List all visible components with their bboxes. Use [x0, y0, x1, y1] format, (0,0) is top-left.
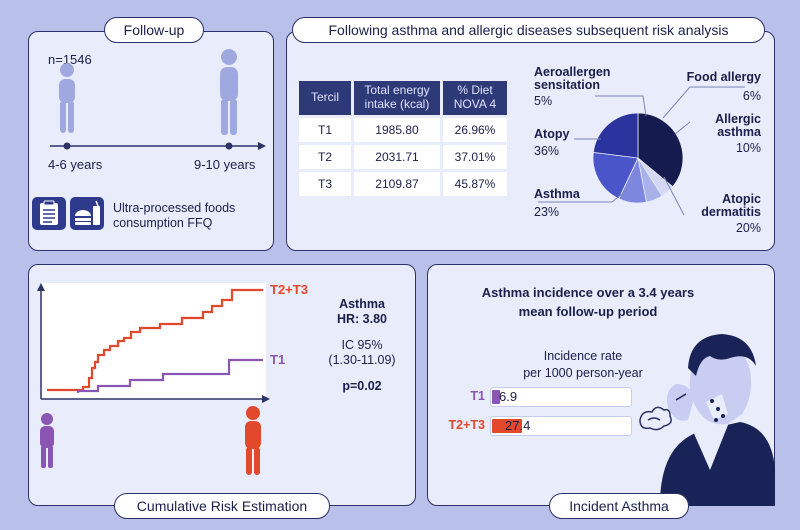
- child-tall-icon: [220, 49, 238, 135]
- ffq-line-1: Ultra-processed foods: [113, 201, 236, 215]
- table-header: Tercil: [299, 81, 351, 115]
- age-start-label: 4-6 years: [48, 157, 103, 172]
- pie-label-atopic-dermatitis: Atopic dermatitis 20%: [686, 193, 761, 235]
- table-cell: T3: [299, 172, 351, 196]
- step-line-t1: [76, 358, 263, 393]
- pie-label-name: sensitation: [534, 78, 600, 92]
- cough-cloud-icon: [639, 406, 672, 431]
- followup-title: Follow-up: [104, 17, 204, 43]
- pie-slice-atopic-dermatitis: [592, 151, 639, 200]
- cumulative-risk-title: Cumulative Risk Estimation: [114, 493, 330, 519]
- table-header: % Diet NOVA 4: [443, 81, 507, 115]
- pie-label-aeroallergen: Aeroallergen sensitation 5%: [534, 66, 610, 108]
- questionnaire-icon: [32, 197, 66, 230]
- risk-analysis-title: Following asthma and allergic diseases s…: [292, 17, 765, 43]
- rate-label-line-2: per 1000 person-year: [523, 366, 643, 380]
- ffq-label: Ultra-processed foods consumption FFQ: [113, 201, 235, 231]
- child-small-icon: [59, 63, 75, 133]
- pie-label-allergic-asthma: Allergic asthma 10%: [693, 113, 761, 155]
- coughing-person-icon: [660, 334, 775, 506]
- timeline-arrow: [50, 142, 266, 150]
- pie-label-name: Atopic: [722, 192, 761, 206]
- step-line-t2t3: [47, 288, 263, 392]
- table-cell: 1985.80: [354, 118, 440, 142]
- table-header-row: Tercil Total energy intake (kcal) % Diet…: [299, 81, 507, 115]
- pie-label-name: dermatitis: [701, 205, 761, 219]
- age-end-label: 9-10 years: [194, 157, 256, 172]
- ffq-line-2: consumption FFQ: [113, 216, 213, 230]
- hazard-ratio: HR: 3.80: [336, 312, 388, 326]
- pie-label-food-allergy: Food allergy 6%: [679, 70, 761, 103]
- table-cell: 2031.71: [354, 145, 440, 169]
- table-cell: 2109.87: [354, 172, 440, 196]
- bar-fill-t2t3: [492, 419, 523, 433]
- ci-label: IC 95%: [341, 338, 383, 352]
- bar-label-t1: T1: [470, 389, 485, 403]
- child-orange-icon: [245, 406, 261, 475]
- bar-fill-t1: [492, 390, 500, 404]
- table-row: T1 1985.80 26.96%: [299, 118, 507, 142]
- child-purple-icon: [40, 413, 54, 468]
- series-label-t1: T1: [270, 352, 286, 367]
- table-cell: T2: [299, 145, 351, 169]
- hazard-ratio-block: Asthma HR: 3.80 IC 95% (1.30-11.09) p=0.…: [326, 297, 398, 394]
- pie-leader-lines: [538, 86, 745, 216]
- pie-label-percent: 6%: [742, 89, 761, 103]
- pie-label-percent: 5%: [534, 94, 553, 108]
- table-row: T3 2109.87 45.87%: [299, 172, 507, 196]
- bar-label-t2t3: T2+T3: [448, 418, 485, 432]
- tercile-table: Tercil Total energy intake (kcal) % Diet…: [296, 78, 510, 199]
- pie-label-percent: 23%: [534, 205, 560, 219]
- incidence-heading-line-2: mean follow-up period: [518, 304, 658, 319]
- incidence-heading-line-1: Asthma incidence over a 3.4 years: [481, 285, 695, 300]
- table-header: Total energy intake (kcal): [354, 81, 440, 115]
- table-row: T2 2031.71 37.01%: [299, 145, 507, 169]
- incident-asthma-title: Incident Asthma: [549, 493, 689, 519]
- pie-label-atopy: Atopy 36%: [534, 127, 569, 158]
- incidence-heading: Asthma incidence over a 3.4 years mean f…: [443, 283, 733, 321]
- table-cell: 26.96%: [443, 118, 507, 142]
- pie-label-percent: 36%: [534, 144, 560, 158]
- outcome-label: Asthma: [339, 297, 385, 311]
- pie-slice-asthma: [592, 112, 639, 159]
- bar-track-t2t3: 27.4: [490, 416, 632, 436]
- sample-size: n=1546: [48, 52, 92, 67]
- series-label-t2t3: T2+T3: [270, 282, 308, 297]
- fast-food-icon: [70, 197, 104, 230]
- table-cell: 45.87%: [443, 172, 507, 196]
- bar-value-t2t3: 27.4: [505, 418, 531, 433]
- pie-label-percent: 10%: [735, 141, 761, 155]
- p-value: p=0.02: [342, 379, 382, 393]
- pie-label-percent: 20%: [735, 221, 761, 235]
- pie-label-name: Food allergy: [686, 70, 761, 84]
- pie-label-name: Allergic: [715, 112, 761, 126]
- chart-axes: [37, 283, 270, 403]
- pie-label-name: Aeroallergen: [534, 65, 611, 79]
- table-cell: 37.01%: [443, 145, 507, 169]
- rate-label-line-1: Incidence rate: [543, 349, 623, 363]
- ci-range: (1.30-11.09): [328, 353, 396, 367]
- bar-value-t1: 6.9: [499, 389, 518, 404]
- table-cell: T1: [299, 118, 351, 142]
- bar-track-t1: 6.9: [490, 387, 632, 407]
- pie-slice-atopy: [637, 112, 684, 188]
- incidence-rate-label: Incidence rate per 1000 person-year: [483, 348, 683, 382]
- pie-label-name: asthma: [717, 125, 761, 139]
- pie-label-name: Atopy: [534, 127, 570, 141]
- pie-label-asthma: Asthma 23%: [534, 187, 580, 219]
- pie-label-name: Asthma: [534, 187, 580, 201]
